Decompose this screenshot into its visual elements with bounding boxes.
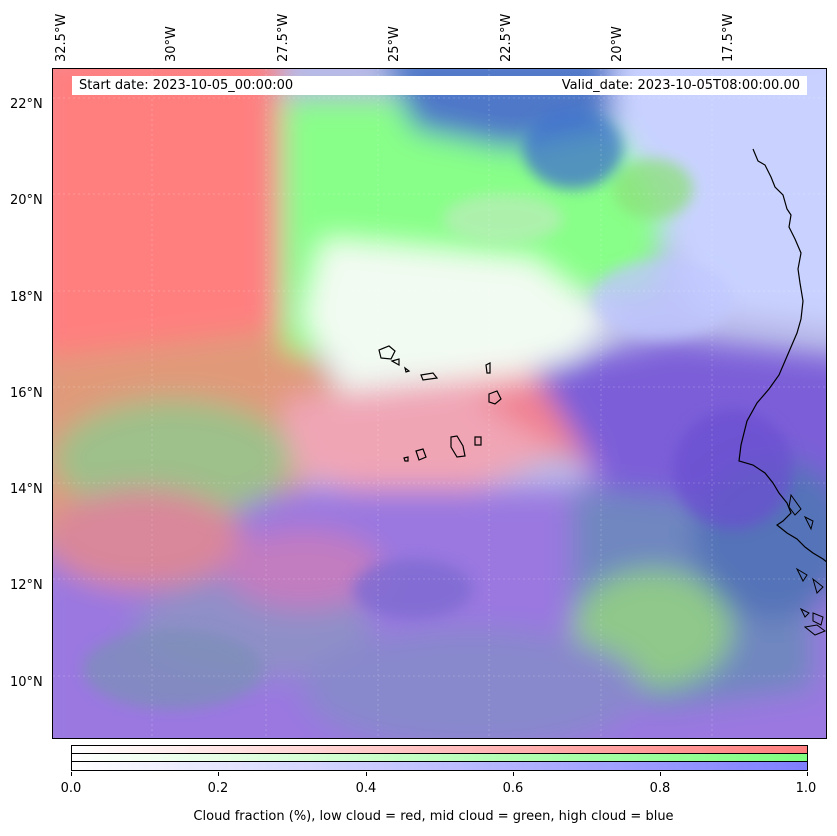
lon-label-17-5w: 17.5°W [721,13,736,62]
island-santo-antao [378,345,396,360]
island-sao-nicolau [420,372,439,381]
colorbar-low-cloud [72,746,807,754]
island-boa-vista [488,390,502,405]
island-sal [485,362,491,374]
africa-coastline [738,148,826,563]
colorbar-tick-label: 0.6 [502,781,524,796]
colorbar-high-cloud [72,762,807,770]
island-brava [403,456,409,462]
colorbar-caption: Cloud fraction (%), low cloud = red, mid… [193,809,674,824]
lat-label-10n: 10°N [10,675,43,690]
cloud-fraction-colorbar [71,745,808,771]
colorbar-tick [366,772,367,776]
lat-label-14n: 14°N [10,482,43,497]
colorbar-tick-label: 0.2 [207,781,229,796]
lon-label-32-5w: 32.5°W [54,13,69,62]
date-info-box: Start date: 2023-10-05_00:00:00 Valid_da… [72,76,807,95]
island-santiago [450,435,466,458]
lat-label-18n: 18°N [10,290,43,305]
low-cloud-region-west [53,69,278,379]
lon-label-25w: 25°W [387,26,402,62]
colorbar-tick [71,772,72,776]
cape-verde-islands [378,345,502,462]
clear-patch [303,239,613,409]
colorbar-tick [807,772,808,776]
colorbar-tick [513,772,514,776]
start-date-text: Start date: 2023-10-05_00:00:00 [79,78,294,93]
lon-label-30w: 30°W [164,26,179,62]
lat-label-20n: 20°N [10,193,43,208]
map-canvas [53,69,826,738]
island-sao-vicente [390,358,400,367]
lon-label-27-5w: 27.5°W [276,13,291,62]
colorbar-tick [218,772,219,776]
cloud-fraction-map [52,68,827,739]
colorbar-tick-label: 1.0 [795,781,817,796]
lon-label-20w: 20°W [610,26,625,62]
lon-label-22-5w: 22.5°W [499,13,514,62]
lat-label-22n: 22°N [10,97,43,112]
colorbar-tick [660,772,661,776]
colorbar-tick-label: 0.0 [60,781,82,796]
lat-label-12n: 12°N [10,578,43,593]
high-cloud-northeast [613,69,826,326]
lat-label-16n: 16°N [10,386,43,401]
colorbar-tick-label: 0.8 [649,781,671,796]
island-maio [474,436,482,446]
valid-date-text: Valid_date: 2023-10-05T08:00:00.00 [561,78,800,93]
graticule [53,69,826,738]
colorbar-mid-cloud [72,754,807,762]
island-fogo [415,448,427,461]
colorbar-tick-label: 0.4 [355,781,377,796]
